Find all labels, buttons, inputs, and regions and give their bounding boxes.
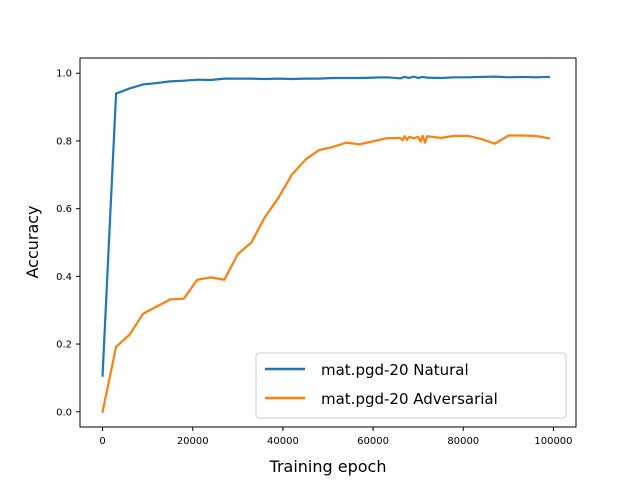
series-line-natural — [101, 75, 551, 377]
legend: mat.pgd-20 Natural mat.pgd-20 Adversaria… — [255, 352, 567, 419]
axes-frame — [79, 57, 577, 428]
x-tick-label: 20000 — [177, 436, 209, 447]
legend-label-natural: mat.pgd-20 Natural — [321, 361, 469, 379]
y-tick-label: 0.8 — [56, 136, 72, 147]
y-tick-label: 0.0 — [56, 407, 72, 418]
y-tick-label: 0.4 — [56, 272, 72, 283]
x-axis-title: Training epoch — [269, 457, 387, 476]
x-tick-label: 80000 — [447, 436, 479, 447]
legend-box — [255, 352, 567, 419]
x-tick-label: 60000 — [357, 436, 389, 447]
y-tick-label: 0.2 — [56, 340, 72, 351]
x-tick-label: 0 — [99, 436, 105, 447]
x-tick-label: 40000 — [267, 436, 299, 447]
x-axis-ticks: 0 20000 40000 60000 80000 100000 — [99, 427, 573, 447]
series-line-adversarial — [101, 134, 551, 414]
series-layer — [101, 75, 551, 414]
y-axis-ticks: 0.0 0.2 0.4 0.6 0.8 1.0 — [56, 69, 80, 418]
x-tick-label: 100000 — [534, 436, 572, 447]
legend-label-adversarial: mat.pgd-20 Adversarial — [321, 390, 498, 408]
y-tick-label: 0.6 — [56, 204, 72, 215]
y-axis-title: Accuracy — [23, 205, 42, 278]
y-tick-label: 1.0 — [56, 69, 72, 80]
